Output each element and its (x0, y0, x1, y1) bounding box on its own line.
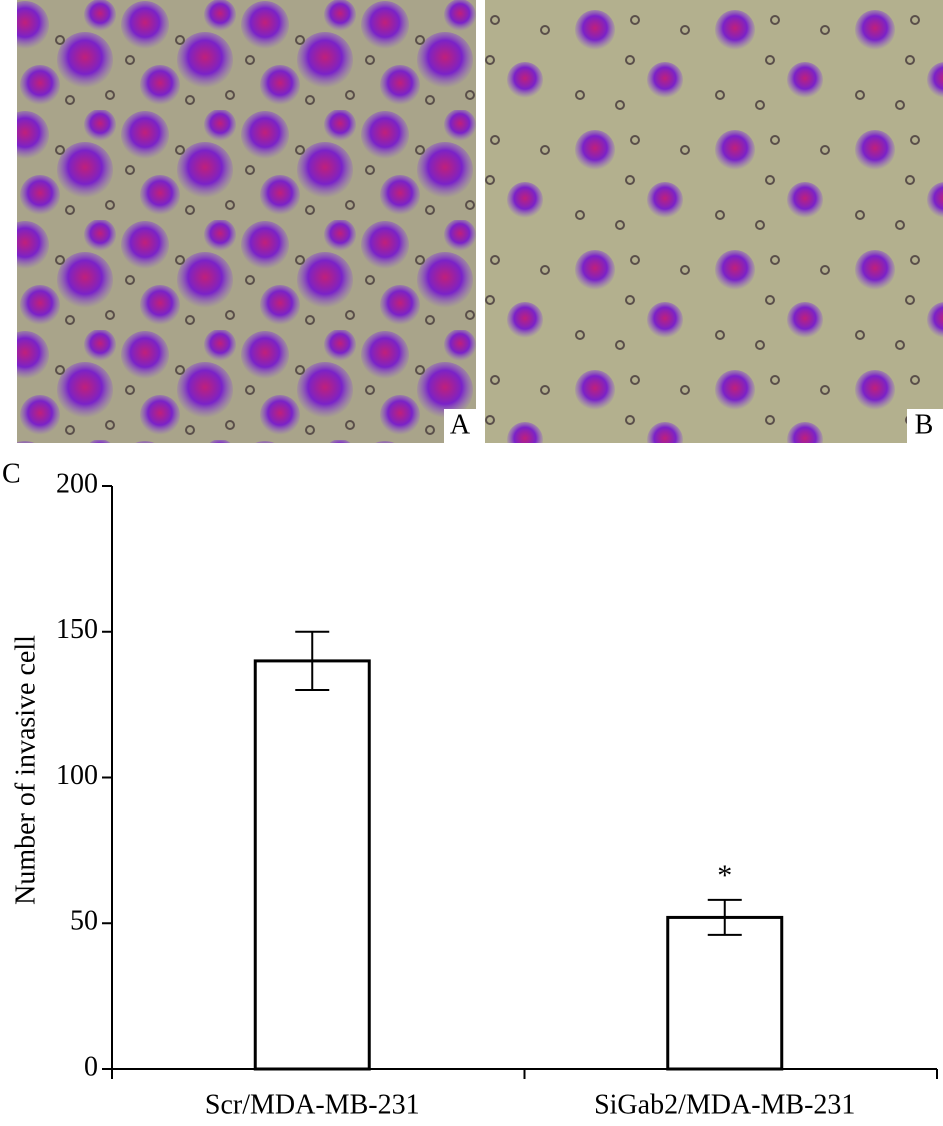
panel-label-box (907, 409, 943, 443)
y-tick-label: 150 (56, 614, 98, 645)
panel-label: B (915, 409, 934, 440)
x-tick-label: SiGab2/MDA-MB-231 (594, 1089, 855, 1120)
y-axis-label: Number of invasive cell (10, 635, 41, 905)
bar (253, 659, 371, 1071)
y-tick-label: 50 (70, 906, 98, 937)
x-tick-label: Scr/MDA-MB-231 (205, 1089, 420, 1120)
error-bar (295, 630, 330, 692)
panel-label-box (444, 409, 476, 443)
panel-label: C (2, 458, 21, 489)
y-tick-label: 0 (84, 1051, 98, 1082)
bar (666, 915, 784, 1071)
micrograph-a (17, 0, 476, 443)
micrograph-b (485, 0, 943, 443)
error-bar (707, 898, 742, 936)
y-tick-label: 100 (56, 760, 98, 791)
panel-label: A (450, 409, 471, 440)
annotation: * (717, 859, 732, 892)
y-tick-label: 200 (56, 468, 98, 499)
